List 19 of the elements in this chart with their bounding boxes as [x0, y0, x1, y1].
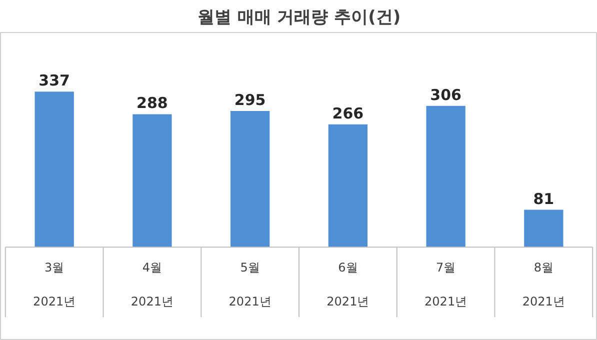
bar: [426, 106, 466, 248]
bar: [132, 114, 172, 248]
data-label: 266: [332, 104, 364, 122]
bar: [230, 111, 270, 248]
data-label: 295: [234, 91, 266, 109]
data-label: 81: [533, 190, 554, 208]
chart-title: 월별 매매 거래량 추이(건): [197, 8, 401, 28]
category-label: 5월 2021년: [228, 260, 272, 309]
category-label: 3월 2021년: [33, 260, 76, 309]
bar: [524, 210, 564, 248]
category-label: 6월 2021년: [326, 260, 370, 309]
category-label: 8월 2021년: [522, 260, 565, 309]
data-label: 337: [38, 72, 70, 90]
bar: [328, 124, 368, 248]
bar: [34, 92, 74, 248]
category-label: 4월 2021년: [130, 260, 174, 309]
data-label: 288: [136, 94, 168, 112]
category-label: 7월 2021년: [424, 260, 468, 309]
data-label: 306: [430, 86, 462, 104]
